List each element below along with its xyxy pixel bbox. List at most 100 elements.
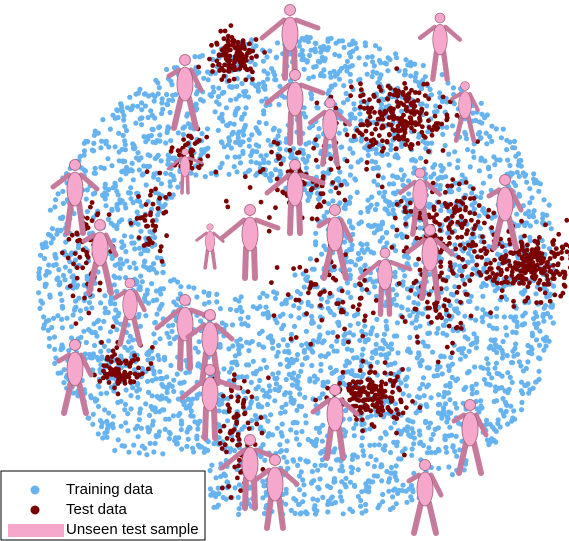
training-point bbox=[435, 425, 441, 431]
training-point bbox=[262, 414, 268, 420]
training-point bbox=[226, 135, 232, 141]
training-point bbox=[62, 264, 68, 270]
training-point bbox=[167, 340, 173, 347]
training-point bbox=[206, 290, 212, 296]
training-point bbox=[56, 267, 62, 273]
training-point bbox=[169, 328, 175, 334]
training-point bbox=[350, 508, 356, 515]
test-point bbox=[540, 259, 546, 264]
training-point bbox=[342, 331, 348, 337]
training-point bbox=[486, 244, 492, 250]
training-point bbox=[199, 131, 205, 137]
training-point bbox=[291, 370, 297, 376]
training-point bbox=[409, 497, 415, 503]
training-point bbox=[122, 201, 128, 207]
training-point bbox=[301, 347, 307, 353]
training-point bbox=[162, 201, 168, 208]
training-point bbox=[202, 174, 208, 180]
training-point bbox=[444, 390, 450, 396]
training-point bbox=[419, 86, 425, 92]
training-point bbox=[305, 39, 311, 45]
training-point bbox=[363, 501, 369, 508]
training-point bbox=[180, 125, 186, 131]
training-point bbox=[420, 339, 426, 345]
test-point bbox=[398, 397, 403, 403]
test-point bbox=[331, 264, 337, 269]
training-point bbox=[423, 420, 429, 426]
training-point bbox=[504, 402, 510, 408]
training-point bbox=[76, 242, 82, 248]
test-point bbox=[511, 304, 517, 309]
training-point bbox=[487, 173, 493, 179]
training-point bbox=[217, 424, 223, 430]
test-point bbox=[444, 344, 450, 350]
training-point bbox=[260, 442, 266, 448]
training-point bbox=[247, 167, 253, 173]
test-point bbox=[86, 310, 92, 316]
training-point bbox=[325, 509, 331, 515]
training-point bbox=[412, 291, 419, 297]
training-point bbox=[139, 443, 145, 449]
test-point bbox=[513, 260, 518, 265]
training-point bbox=[411, 441, 417, 447]
training-point bbox=[152, 340, 158, 346]
test-point bbox=[140, 371, 145, 377]
training-point bbox=[309, 468, 315, 475]
training-point bbox=[324, 299, 330, 305]
training-point bbox=[351, 425, 357, 431]
test-point bbox=[555, 269, 560, 275]
training-point bbox=[309, 479, 315, 485]
training-point bbox=[318, 462, 324, 468]
training-point bbox=[241, 389, 247, 395]
training-point bbox=[161, 354, 168, 360]
training-point bbox=[277, 384, 283, 390]
test-point bbox=[463, 180, 469, 185]
training-point bbox=[510, 348, 516, 354]
test-point bbox=[328, 167, 334, 173]
training-point bbox=[272, 376, 278, 382]
test-point bbox=[364, 136, 369, 142]
training-point bbox=[37, 266, 43, 272]
training-point bbox=[368, 453, 374, 460]
training-point bbox=[337, 200, 343, 206]
training-point bbox=[43, 244, 50, 250]
training-point bbox=[379, 478, 385, 484]
training-point bbox=[340, 380, 346, 386]
training-point bbox=[205, 439, 211, 445]
test-point bbox=[122, 374, 128, 380]
training-point bbox=[156, 429, 162, 435]
training-point bbox=[372, 159, 379, 165]
training-point bbox=[343, 475, 349, 481]
test-point bbox=[403, 85, 409, 91]
training-point bbox=[215, 502, 221, 508]
test-point bbox=[499, 244, 505, 250]
training-point bbox=[164, 374, 170, 380]
training-point bbox=[122, 401, 129, 407]
training-point bbox=[130, 177, 136, 183]
training-point bbox=[498, 407, 504, 413]
training-point bbox=[315, 467, 321, 473]
training-point bbox=[384, 151, 390, 157]
training-point bbox=[313, 239, 319, 245]
test-point bbox=[327, 290, 333, 296]
training-point bbox=[252, 61, 258, 68]
training-point bbox=[481, 376, 487, 383]
training-point bbox=[174, 371, 180, 377]
test-point bbox=[236, 394, 241, 400]
training-point bbox=[277, 146, 283, 152]
test-point bbox=[416, 214, 422, 220]
test-point bbox=[241, 404, 246, 410]
training-point bbox=[459, 172, 465, 178]
training-point bbox=[221, 144, 227, 150]
training-point bbox=[474, 406, 480, 412]
training-point bbox=[59, 303, 65, 309]
training-point bbox=[410, 430, 416, 436]
training-point bbox=[226, 346, 232, 352]
test-point bbox=[485, 214, 491, 220]
training-point bbox=[239, 309, 245, 315]
training-point bbox=[343, 407, 349, 414]
test-point bbox=[509, 269, 515, 275]
test-point bbox=[375, 400, 380, 406]
training-point bbox=[504, 353, 510, 359]
training-point bbox=[149, 393, 155, 399]
